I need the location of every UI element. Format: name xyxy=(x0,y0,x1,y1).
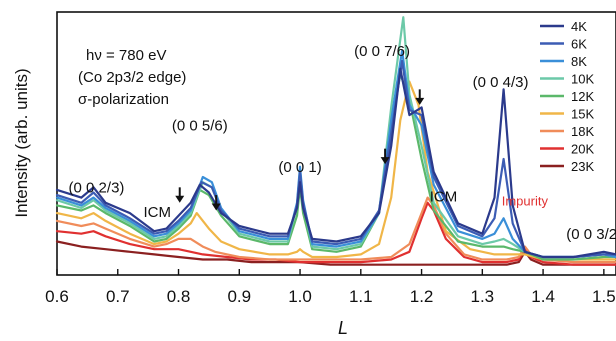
peak-annotation: (0 0 1) xyxy=(278,159,321,176)
legend-label: 10K xyxy=(571,72,594,87)
plot-area: (0 0 2/3) (0 0 5/6) ICM (0 0 1) (0 0 7/6) (0 … xyxy=(55,11,616,276)
legend-label: 20K xyxy=(571,142,594,157)
peak-annotation: (0 0 5/6) xyxy=(172,118,228,135)
legend-entry-8K: 8K xyxy=(540,54,587,69)
series-line-20K xyxy=(55,201,616,266)
annotation-layer: (0 0 2/3) (0 0 5/6) ICM (0 0 1) (0 0 7/6) (0 … xyxy=(69,43,616,243)
series-line-15K xyxy=(55,80,616,261)
legend-entry-12K: 12K xyxy=(540,89,594,104)
x-axis: 0.6 0.7 0.8 0.9 1.0 1.1 1.2 1.3 1.4 1.5 xyxy=(45,269,616,306)
peak-annotation: ICM xyxy=(144,204,172,221)
series-line-8K xyxy=(55,49,616,259)
measurement-info: hν = 780 eV (Co 2p3/2 edge) σ-polarizati… xyxy=(78,47,186,108)
arrow-marker xyxy=(415,89,425,105)
x-tick-label: 1.2 xyxy=(410,287,434,306)
peak-annotation: (0 0 4/3) xyxy=(473,74,529,91)
x-tick-label: 1.0 xyxy=(288,287,312,306)
legend: 4K 6K 8K 10K 12K 15K 18K 20K 23K xyxy=(540,19,594,174)
legend-label: 6K xyxy=(571,37,587,52)
series-line-6K xyxy=(55,59,616,259)
x-tick-label: 1.5 xyxy=(592,287,616,306)
legend-entry-15K: 15K xyxy=(540,107,594,122)
legend-label: 23K xyxy=(571,159,594,174)
arrow-marker xyxy=(211,195,221,211)
y-axis-label: Intensity (arb. units) xyxy=(12,68,31,217)
legend-entry-18K: 18K xyxy=(540,124,594,139)
legend-entry-10K: 10K xyxy=(540,72,594,87)
x-tick-label: 1.3 xyxy=(471,287,495,306)
legend-label: 8K xyxy=(571,54,587,69)
peak-annotation: ICM xyxy=(430,189,458,206)
series-line-4K xyxy=(55,67,616,259)
series-line-23K xyxy=(55,240,616,266)
peak-annotation: (0 0 3/2 xyxy=(566,226,616,243)
arrow-marker xyxy=(380,148,390,165)
legend-entry-4K: 4K xyxy=(540,19,587,34)
x-tick-label: 0.7 xyxy=(106,287,130,306)
legend-entry-23K: 23K xyxy=(540,159,594,174)
x-tick-label: 0.9 xyxy=(227,287,251,306)
legend-label: 15K xyxy=(571,107,594,122)
legend-entry-20K: 20K xyxy=(540,142,594,157)
arrow-layer xyxy=(175,89,425,211)
x-tick-label: 1.1 xyxy=(349,287,373,306)
peak-annotation: (0 0 2/3) xyxy=(69,179,125,196)
energy-text: hν = 780 eV xyxy=(86,47,166,64)
arrow-marker xyxy=(175,187,185,203)
x-tick-label: 0.6 xyxy=(45,287,69,306)
series-line-10K xyxy=(55,16,616,259)
legend-entry-6K: 6K xyxy=(540,37,587,52)
x-tick-label: 1.4 xyxy=(531,287,555,306)
peak-annotation: Impurity xyxy=(502,193,549,208)
legend-label: 4K xyxy=(571,19,587,34)
peak-annotation: (0 0 7/6) xyxy=(354,43,410,60)
x-tick-label: 0.8 xyxy=(167,287,191,306)
polarization-text: σ-polarization xyxy=(78,91,169,108)
x-axis-label: L xyxy=(338,318,348,338)
legend-label: 12K xyxy=(571,89,594,104)
series-line-12K xyxy=(55,72,616,261)
series-layer xyxy=(55,16,616,266)
edge-text: (Co 2p3/2 edge) xyxy=(78,69,186,86)
legend-label: 18K xyxy=(571,124,594,139)
